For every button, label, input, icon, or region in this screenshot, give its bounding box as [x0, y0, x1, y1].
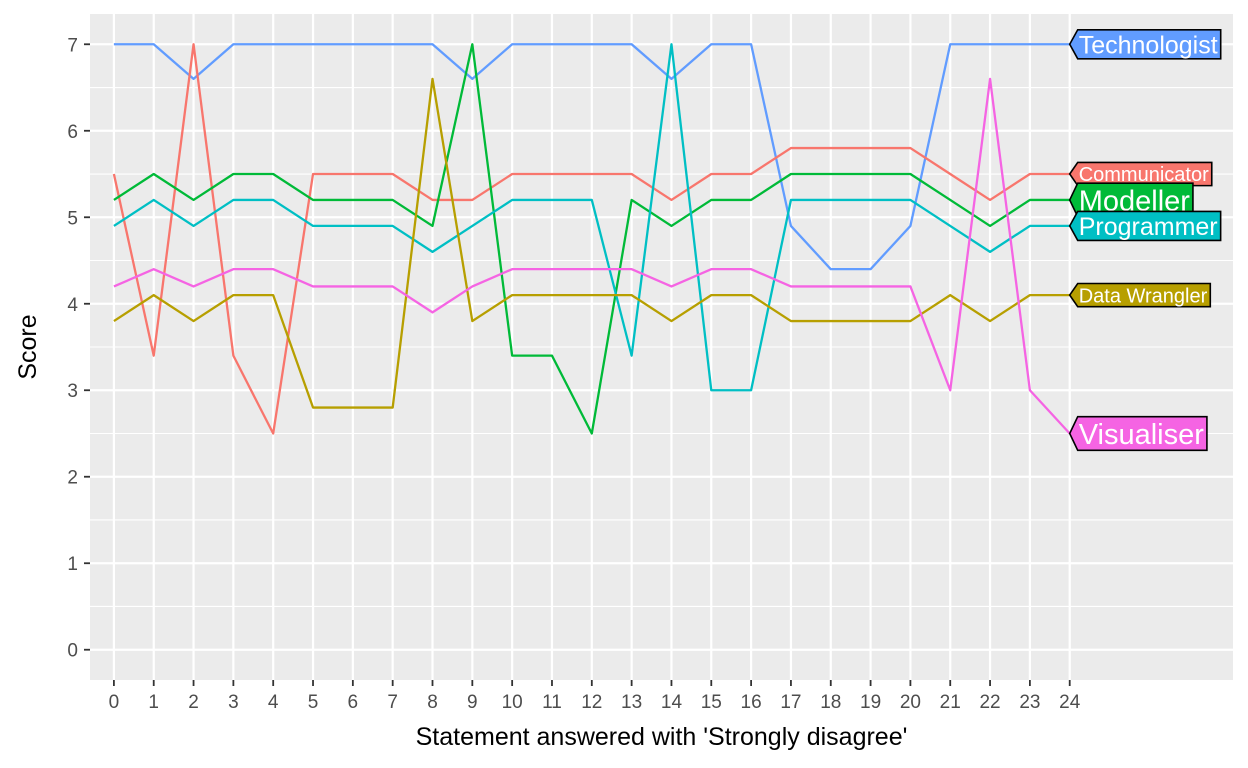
end-label-technologist: Technologist	[1068, 28, 1222, 60]
end-label-programmer: Programmer	[1068, 210, 1222, 242]
x-tick-label: 9	[467, 692, 478, 713]
x-tick-label: 1	[148, 692, 159, 713]
x-tick-label: 20	[900, 692, 921, 713]
y-tick-label: 5	[67, 208, 78, 229]
x-tick-label: 2	[188, 692, 199, 713]
y-tick-label: 7	[67, 35, 78, 56]
x-tick-label: 14	[661, 692, 683, 713]
y-tick-label: 1	[67, 554, 78, 575]
x-tick-label: 17	[780, 692, 801, 713]
end-label-communicator: Communicator	[1068, 161, 1213, 187]
x-axis: 0 1 2 3 4 5 6 7 8 9 10 11 12 13 14 15 16 17 18 19 20 21 22 23 24	[109, 680, 1081, 713]
y-tick-label: 3	[67, 381, 78, 402]
series-line-programmer	[113, 43, 1070, 392]
series-line-technologist	[113, 43, 1070, 271]
end-label-data-wrangler: Data Wrangler	[1068, 282, 1212, 308]
end-label-tag	[1068, 282, 1212, 308]
x-tick-label: 16	[741, 692, 762, 713]
major-gridlines	[90, 14, 1233, 680]
end-label-text: Technologist	[1079, 31, 1218, 59]
x-tick-label: 10	[502, 692, 523, 713]
end-label-tag	[1068, 161, 1213, 187]
end-label-text: Communicator	[1079, 164, 1209, 186]
y-tick-label: 6	[67, 122, 78, 143]
end-label-tag	[1068, 210, 1222, 242]
x-tick-label: 6	[348, 692, 359, 713]
series-line-data-wrangler	[113, 77, 1070, 409]
x-tick-label: 23	[1019, 692, 1040, 713]
x-tick-label: 18	[820, 692, 841, 713]
x-tick-label: 19	[860, 692, 881, 713]
end-labels: Technologist CommunicatorModellerProgramm…	[1068, 28, 1222, 452]
x-tick-label: 11	[542, 692, 562, 713]
series-line-visualiser	[113, 77, 1071, 435]
series-line-communicator	[112, 43, 1070, 435]
end-label-text: Data Wrangler	[1079, 285, 1208, 307]
x-tick-label: 0	[109, 692, 120, 713]
x-tick-label: 8	[427, 692, 438, 713]
y-axis-title: Score	[14, 314, 42, 379]
x-tick-label: 3	[228, 692, 239, 713]
x-tick-label: 21	[940, 692, 961, 713]
end-label-tag	[1068, 28, 1222, 60]
end-label-modeller: Modeller	[1068, 182, 1194, 218]
y-tick-label: 2	[67, 468, 78, 489]
end-label-text: Programmer	[1079, 213, 1218, 241]
end-label-text: Visualiser	[1079, 419, 1205, 451]
x-tick-label: 5	[308, 692, 319, 713]
x-tick-label: 7	[387, 692, 398, 713]
y-axis: 0 1 2 3 4 5 6 7	[67, 35, 90, 662]
y-tick-label: 4	[67, 295, 78, 316]
x-tick-label: 4	[268, 692, 279, 713]
x-tick-label: 24	[1059, 692, 1081, 713]
x-tick-label: 15	[701, 692, 722, 713]
x-tick-label: 12	[581, 692, 602, 713]
series-line-modeller	[113, 43, 1070, 435]
x-axis-title: Statement answered with 'Strongly disagr…	[416, 723, 908, 751]
series-lines	[112, 43, 1071, 435]
end-label-visualiser: Visualiser	[1068, 415, 1208, 452]
y-tick-label: 0	[67, 641, 78, 662]
x-tick-label: 22	[979, 692, 1000, 713]
end-label-tag	[1068, 415, 1208, 452]
x-tick-label: 13	[621, 692, 642, 713]
